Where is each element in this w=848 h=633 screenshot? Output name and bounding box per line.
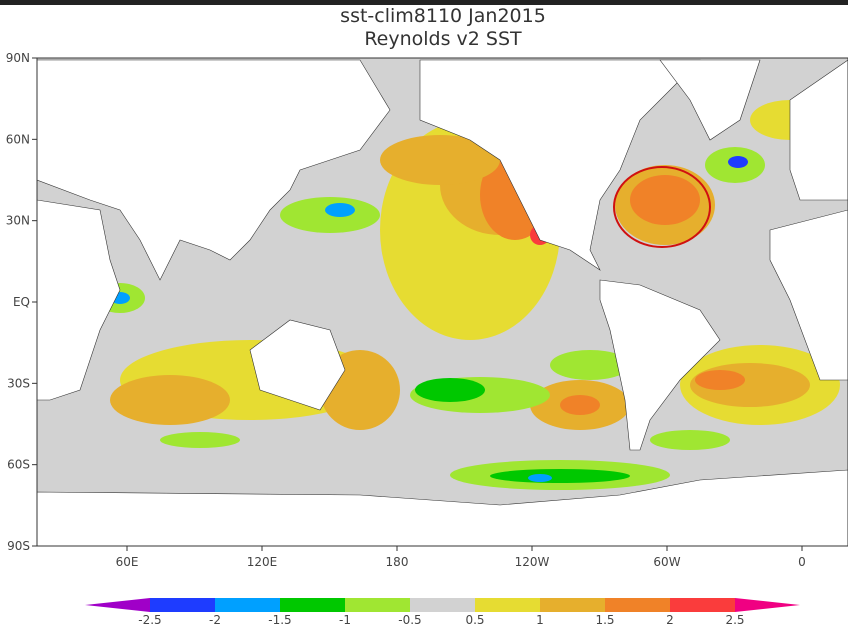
highlight-circle bbox=[613, 166, 711, 248]
colorbar-label: -1.5 bbox=[268, 613, 291, 627]
colorbar-label: -2.5 bbox=[138, 613, 161, 627]
antarctica bbox=[37, 469, 848, 546]
anomaly bbox=[415, 378, 485, 402]
colorbar: -2.5 -2 -1.5 -1 -0.5 0.5 1 1.5 2 2.5 bbox=[85, 598, 800, 627]
colorbar-end bbox=[85, 598, 150, 612]
lon-label: 120E bbox=[247, 555, 278, 569]
anomaly bbox=[560, 395, 600, 415]
eurasia bbox=[37, 59, 391, 281]
anomaly bbox=[110, 375, 230, 425]
anomaly bbox=[650, 430, 730, 450]
lon-label: 60W bbox=[653, 555, 680, 569]
colorbar-label: 1 bbox=[536, 613, 544, 627]
colorbar-segment bbox=[410, 598, 475, 612]
lat-label: 60N bbox=[6, 132, 30, 146]
colorbar-label: 2.5 bbox=[725, 613, 744, 627]
axes: 90N 60N 30N EQ 30S 60S 90S 60E 120E 180 120W 60W 0 bbox=[6, 51, 806, 569]
top-border bbox=[0, 0, 848, 5]
colorbar-segment bbox=[475, 598, 540, 612]
anomaly bbox=[160, 432, 240, 448]
anomaly bbox=[695, 370, 745, 390]
lat-label: 30S bbox=[7, 376, 30, 390]
colorbar-segment bbox=[345, 598, 410, 612]
anomaly bbox=[728, 156, 748, 168]
colorbar-segment bbox=[150, 598, 215, 612]
lat-label: 90S bbox=[7, 539, 30, 553]
anomaly bbox=[528, 474, 552, 482]
title-line: sst-clim8110 Jan2015 bbox=[340, 5, 546, 27]
south-america bbox=[599, 279, 721, 451]
lat-label: EQ bbox=[13, 295, 30, 309]
colorbar-segment bbox=[605, 598, 670, 612]
colorbar-label: -0.5 bbox=[398, 613, 421, 627]
colorbar-segment bbox=[280, 598, 345, 612]
lat-label: 90N bbox=[6, 51, 30, 65]
europe bbox=[789, 59, 848, 201]
colorbar-label: -1 bbox=[339, 613, 351, 627]
lon-label: 120W bbox=[515, 555, 550, 569]
lon-label: 60E bbox=[116, 555, 139, 569]
colorbar-segment bbox=[670, 598, 735, 612]
africa-east bbox=[37, 199, 121, 401]
colorbar-end bbox=[735, 598, 800, 612]
lon-label: 180 bbox=[386, 555, 409, 569]
anomaly bbox=[550, 350, 630, 380]
lon-label: 0 bbox=[798, 555, 806, 569]
australia bbox=[249, 319, 346, 411]
colorbar-label: -2 bbox=[209, 613, 221, 627]
lat-label: 30N bbox=[6, 214, 30, 228]
anomaly bbox=[630, 175, 700, 225]
africa-west bbox=[769, 209, 848, 381]
lat-label: 60S bbox=[7, 458, 30, 472]
colorbar-segment bbox=[540, 598, 605, 612]
map bbox=[36, 57, 848, 547]
anomaly bbox=[490, 469, 630, 483]
anomaly bbox=[380, 135, 500, 185]
colorbar-label: 1.5 bbox=[595, 613, 614, 627]
title-line: Reynolds v2 SST bbox=[364, 28, 522, 50]
land bbox=[37, 59, 848, 546]
colorbar-label: 2 bbox=[666, 613, 674, 627]
anomaly bbox=[325, 203, 355, 217]
north-america bbox=[419, 59, 701, 271]
greenland bbox=[659, 59, 761, 141]
colorbar-label: 0.5 bbox=[465, 613, 484, 627]
colorbar-segment bbox=[215, 598, 280, 612]
